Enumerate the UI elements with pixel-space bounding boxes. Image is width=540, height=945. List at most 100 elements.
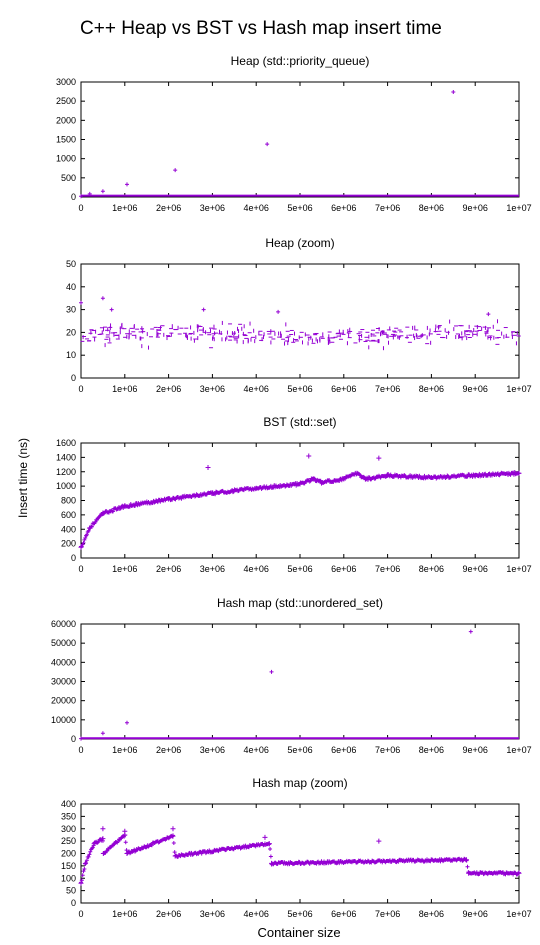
data-point [80, 873, 85, 878]
data-point [306, 453, 312, 459]
data-point [100, 189, 105, 194]
x-tick-label: 6e+06 [331, 745, 356, 755]
plot-frame [80, 263, 520, 379]
x-tick-label: 1e+06 [112, 564, 137, 574]
x-tick-label: 9e+06 [463, 384, 488, 394]
y-tick-label: 50000 [51, 638, 76, 648]
data-series [79, 296, 521, 351]
y-tick-label: 350 [61, 811, 76, 821]
data-point [93, 519, 98, 524]
x-tick-label: 2e+06 [156, 564, 181, 574]
x-tick-label: 3e+06 [200, 564, 225, 574]
y-tick-label: 2500 [56, 96, 76, 106]
data-point [82, 866, 87, 871]
x-tick-label: 1e+07 [506, 384, 531, 394]
data-point [172, 853, 178, 859]
data-point [84, 858, 89, 863]
chart-panel: Hash map (zoom) 0 1e+06 2e+06 3e+06 4e+06 5e+0… [61, 776, 532, 919]
data-point [451, 89, 456, 94]
data-point [341, 476, 347, 482]
y-tick-label: 0 [71, 553, 76, 563]
chart-title: Heap (zoom) [265, 236, 334, 250]
data-point [209, 490, 215, 496]
x-tick-label: 5e+06 [287, 745, 312, 755]
data-point [354, 470, 360, 476]
y-tick-label: 0 [71, 192, 76, 202]
y-tick-label: 0 [71, 734, 76, 744]
data-point [516, 470, 522, 476]
data-point [109, 307, 114, 312]
data-point [269, 669, 274, 674]
x-tick-label: 4e+06 [244, 909, 269, 919]
data-point [310, 476, 316, 482]
x-tick-label: 3e+06 [200, 203, 225, 213]
data-point [486, 312, 491, 317]
x-tick-label: 6e+06 [331, 564, 356, 574]
data-point [170, 833, 176, 839]
chart-title: Hash map (zoom) [252, 776, 347, 790]
data-point [262, 834, 268, 840]
x-tick-label: 4e+06 [244, 384, 269, 394]
chart-panel: Hash map (std::unordered_set)0 1e+06 2e+06… [51, 596, 532, 755]
y-tick-label: 500 [61, 173, 76, 183]
data-point [166, 496, 172, 502]
y-tick-label: 1600 [56, 438, 76, 448]
data-point [133, 503, 138, 508]
data-point [269, 860, 275, 866]
y-tick-label: 150 [61, 861, 76, 871]
x-tick-label: 2e+06 [156, 203, 181, 213]
x-tick-label: 2e+06 [156, 745, 181, 755]
y-tick-label: 10 [66, 350, 76, 360]
x-tick-label: 6e+06 [331, 384, 356, 394]
data-point [463, 857, 469, 863]
y-tick-label: 1200 [56, 467, 76, 477]
y-tick-label: 200 [61, 849, 76, 859]
data-point [265, 142, 270, 147]
y-tick-label: 30 [66, 305, 76, 315]
data-point [173, 168, 178, 173]
y-tick-label: 3000 [56, 77, 76, 87]
data-point [516, 870, 522, 876]
data-point [100, 510, 106, 516]
x-tick-label: 8e+06 [419, 909, 444, 919]
data-point [100, 826, 106, 832]
x-tick-label: 1e+06 [112, 203, 137, 213]
y-tick-label: 1000 [56, 481, 76, 491]
chart-title: BST (std::set) [263, 415, 336, 429]
data-point [428, 475, 434, 480]
y-tick-label: 400 [61, 799, 76, 809]
data-point [199, 851, 204, 856]
x-tick-label: 8e+06 [419, 564, 444, 574]
x-tick-label: 3e+06 [200, 909, 225, 919]
x-tick-label: 1e+06 [112, 384, 137, 394]
x-tick-label: 5e+06 [287, 564, 312, 574]
data-point [297, 481, 303, 487]
x-tick-label: 0 [78, 909, 83, 919]
y-tick-label: 800 [61, 496, 76, 506]
data-point [466, 870, 472, 876]
y-tick-label: 250 [61, 836, 76, 846]
x-tick-label: 2e+06 [156, 909, 181, 919]
x-tick-label: 1e+07 [506, 564, 531, 574]
x-tick-label: 8e+06 [419, 384, 444, 394]
data-point [201, 307, 206, 312]
plot-frame [80, 81, 520, 198]
x-tick-label: 9e+06 [463, 909, 488, 919]
data-point [84, 533, 89, 538]
data-point [276, 309, 281, 314]
data-point [170, 826, 176, 832]
data-point [100, 296, 105, 301]
data-series [79, 629, 519, 741]
x-tick-label: 7e+06 [375, 384, 400, 394]
data-point [100, 731, 105, 736]
data-point [81, 869, 86, 874]
data-point [122, 503, 128, 509]
x-tick-label: 7e+06 [375, 909, 400, 919]
x-tick-label: 9e+06 [463, 564, 488, 574]
chart-panel: BST (std::set)0 1e+06 2e+06 3e+06 4e+06 5e+06… [56, 415, 532, 574]
data-point [87, 191, 92, 196]
y-tick-label: 20000 [51, 696, 76, 706]
plot-frame [80, 623, 520, 740]
data-point [376, 455, 382, 461]
y-tick-label: 400 [61, 524, 76, 534]
